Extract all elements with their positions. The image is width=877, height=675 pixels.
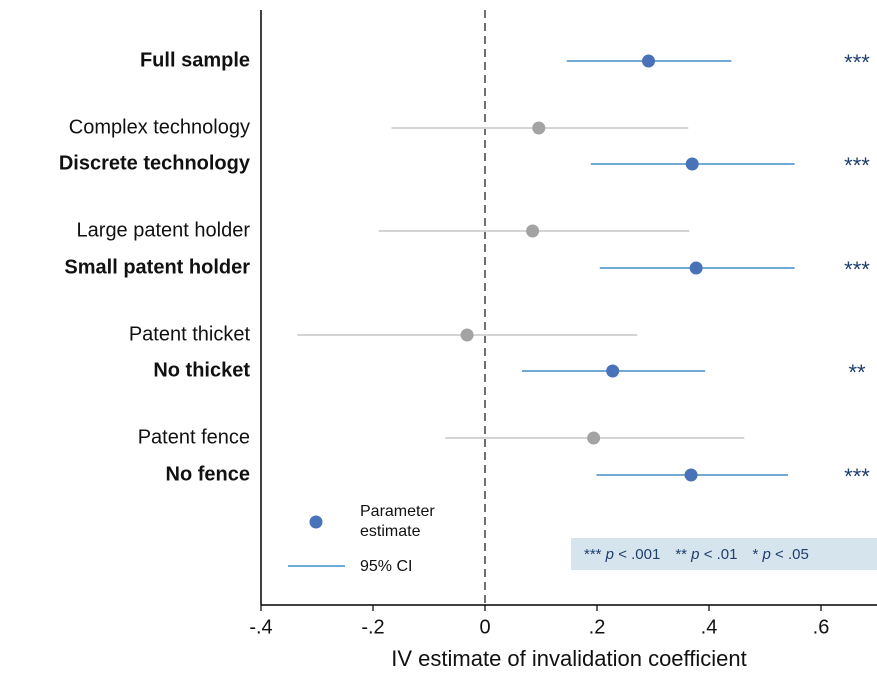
- row-label: No fence: [166, 463, 250, 485]
- note-box: [571, 538, 877, 570]
- point-estimate: [689, 261, 703, 275]
- legend-point: [309, 515, 323, 529]
- significance-stars: ***: [844, 464, 870, 489]
- point-estimate: [532, 121, 546, 135]
- x-tick-label: .6: [813, 616, 830, 638]
- row-label: Large patent holder: [77, 219, 251, 241]
- x-tick-label: 0: [479, 616, 490, 638]
- point-estimate: [460, 328, 474, 342]
- significance-stars: ***: [844, 257, 870, 282]
- note-part: *: [737, 546, 758, 563]
- note: *** p < .001 ** p < .01 * p < .05: [584, 546, 809, 563]
- note-part: **: [660, 546, 687, 563]
- row-label: Small patent holder: [64, 256, 250, 278]
- row-label: Patent fence: [138, 426, 250, 448]
- x-tick-label: -.4: [249, 616, 272, 638]
- point-estimate: [587, 431, 601, 445]
- significance-stars: ***: [844, 50, 870, 75]
- point-estimate: [684, 468, 698, 482]
- x-tick-label: -.2: [361, 616, 384, 638]
- row-label: Complex technology: [69, 116, 250, 138]
- note-part: p: [687, 546, 700, 563]
- note-part: ***: [584, 546, 602, 563]
- legend-label-line: Parameter: [360, 503, 435, 520]
- note-part: p: [602, 546, 615, 563]
- note-part: < .05: [771, 546, 809, 563]
- x-axis-label: IV estimate of invalidation coefficient: [391, 646, 746, 671]
- row-label: Discrete technology: [59, 152, 251, 174]
- legend-label: Parameter estimate: [360, 503, 435, 540]
- point-estimate: [606, 364, 620, 378]
- x-tick-label: .4: [701, 616, 718, 638]
- point-estimate: [526, 224, 540, 238]
- note-part: < .001: [614, 546, 660, 563]
- point-estimate: [685, 157, 699, 171]
- row-label: Full sample: [140, 49, 250, 71]
- x-tick-label: .2: [589, 616, 606, 638]
- row-label: Patent thicket: [129, 323, 251, 345]
- row-label: No thicket: [153, 359, 250, 381]
- note-part: p: [758, 546, 771, 563]
- point-estimate: [642, 54, 656, 68]
- legend-label: 95% CI: [360, 558, 412, 575]
- legend-label-line: estimate: [360, 523, 421, 540]
- note-part: < .01: [700, 546, 738, 563]
- significance-stars: **: [848, 360, 866, 385]
- significance-stars: ***: [844, 153, 870, 178]
